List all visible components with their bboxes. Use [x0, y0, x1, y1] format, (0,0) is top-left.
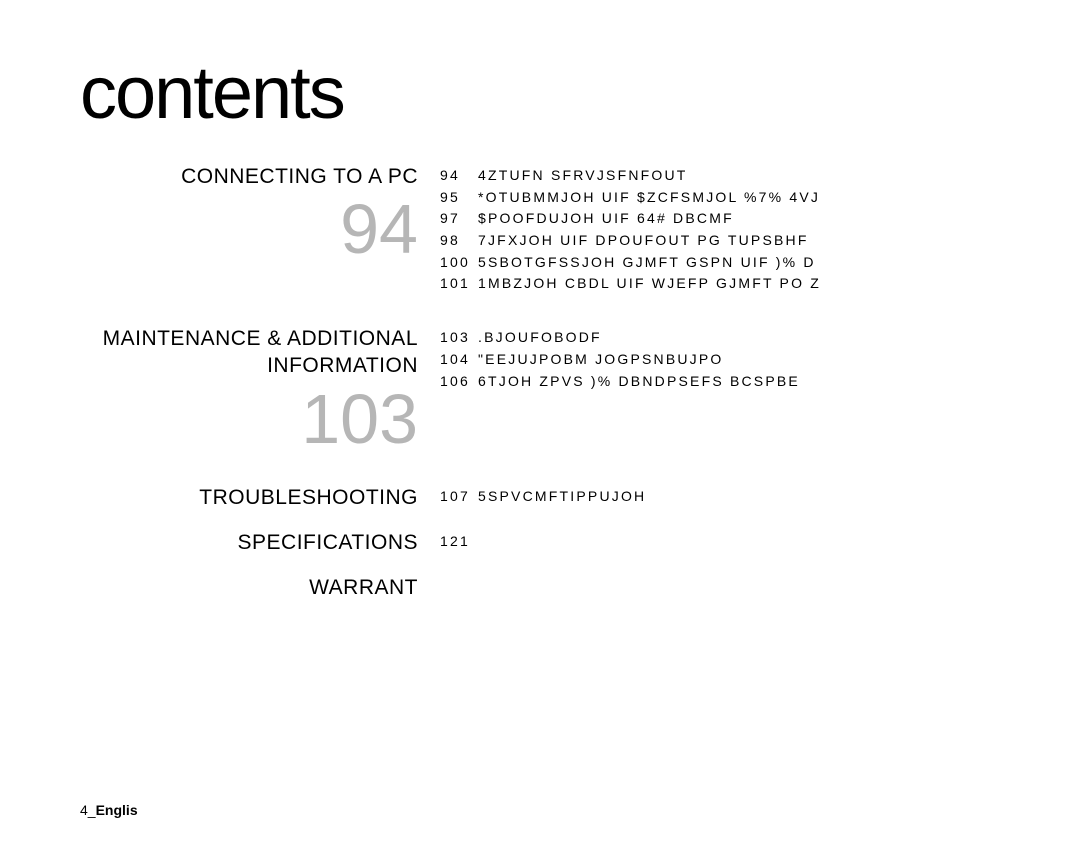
- section-entries: [440, 574, 1000, 601]
- footer: 4_Englis: [80, 802, 138, 818]
- entry-page: 121: [440, 531, 478, 553]
- toc-entry: 103.BJOUFOBODF: [440, 327, 1000, 349]
- entry-page: 107: [440, 486, 478, 508]
- section-title: WARRANT: [80, 574, 418, 601]
- page-title: contents: [80, 50, 1000, 135]
- footer-page-number: 4: [80, 802, 88, 818]
- toc-entry: 97$POOFDUJOH UIF 64# DBCMF: [440, 208, 1000, 230]
- footer-language: Englis: [96, 802, 138, 818]
- toc-entry: 95*OTUBMMJOH UIF $ZCFSMJOL %7% 4VJ: [440, 187, 1000, 209]
- section-left: MAINTENANCE & ADDITIONAL INFORMATION 103: [80, 325, 440, 454]
- toc-entry: 121: [440, 531, 1000, 553]
- section-title: MAINTENANCE & ADDITIONAL INFORMATION: [80, 325, 418, 380]
- toc-entry: 944ZTUFN SFRVJSFNFOUT: [440, 165, 1000, 187]
- entry-label: 5SPVCMFTIPPUJOH: [478, 486, 646, 508]
- section-left: WARRANT: [80, 574, 440, 601]
- section-left: CONNECTING TO A PC 94: [80, 163, 440, 295]
- entry-label: 4ZTUFN SFRVJSFNFOUT: [478, 165, 688, 187]
- section-entries: 121: [440, 529, 1000, 556]
- entry-page: 97: [440, 208, 478, 230]
- section-troubleshooting: TROUBLESHOOTING 1075SPVCMFTIPPUJOH: [80, 484, 1000, 511]
- toc-entry: 1011MBZJOH CBDL UIF WJEFP GJMFT PO Z: [440, 273, 1000, 295]
- entry-label: $POOFDUJOH UIF 64# DBCMF: [478, 208, 734, 230]
- page: contents CONNECTING TO A PC 94 944ZTUFN …: [0, 0, 1080, 602]
- section-title: TROUBLESHOOTING: [80, 484, 418, 511]
- entry-label: *OTUBMMJOH UIF $ZCFSMJOL %7% 4VJ: [478, 187, 820, 209]
- entry-page: 104: [440, 349, 478, 371]
- entry-label: 6TJOH ZPVS )% DBNDPSEFS BCSPBE: [478, 371, 800, 393]
- entry-page: 106: [440, 371, 478, 393]
- section-warrant: WARRANT: [80, 574, 1000, 601]
- toc-entry: 1075SPVCMFTIPPUJOH: [440, 486, 1000, 508]
- section-entries: 944ZTUFN SFRVJSFNFOUT 95*OTUBMMJOH UIF $…: [440, 163, 1000, 295]
- toc-entry: 1005SBOTGFSSJOH GJMFT GSPN UIF )% D: [440, 252, 1000, 274]
- toc-entry: 104"EEJUJPOBM JOGPSNBUJPO: [440, 349, 1000, 371]
- section-entries: 103.BJOUFOBODF 104"EEJUJPOBM JOGPSNBUJPO…: [440, 325, 1000, 454]
- entry-label: .BJOUFOBODF: [478, 327, 602, 349]
- toc-entry: 1066TJOH ZPVS )% DBNDPSEFS BCSPBE: [440, 371, 1000, 393]
- section-specifications: SPECIFICATIONS 121: [80, 529, 1000, 556]
- section-left: TROUBLESHOOTING: [80, 484, 440, 511]
- entry-page: 95: [440, 187, 478, 209]
- section-entries: 1075SPVCMFTIPPUJOH: [440, 484, 1000, 511]
- section-title: CONNECTING TO A PC: [80, 163, 418, 190]
- entry-label: 1MBZJOH CBDL UIF WJEFP GJMFT PO Z: [478, 273, 821, 295]
- entry-page: 101: [440, 273, 478, 295]
- section-maintenance: MAINTENANCE & ADDITIONAL INFORMATION 103…: [80, 325, 1000, 454]
- section-bignum: 94: [80, 194, 418, 264]
- section-left: SPECIFICATIONS: [80, 529, 440, 556]
- entry-page: 94: [440, 165, 478, 187]
- entry-page: 100: [440, 252, 478, 274]
- entry-page: 103: [440, 327, 478, 349]
- toc-entry: 987JFXJOH UIF DPOUFOUT PG TUPSBHF: [440, 230, 1000, 252]
- entry-page: 98: [440, 230, 478, 252]
- entry-label: 5SBOTGFSSJOH GJMFT GSPN UIF )% D: [478, 252, 816, 274]
- entry-label: "EEJUJPOBM JOGPSNBUJPO: [478, 349, 724, 371]
- section-connecting: CONNECTING TO A PC 94 944ZTUFN SFRVJSFNF…: [80, 163, 1000, 295]
- entry-label: 7JFXJOH UIF DPOUFOUT PG TUPSBHF: [478, 230, 809, 252]
- section-bignum: 103: [80, 384, 418, 454]
- section-title: SPECIFICATIONS: [80, 529, 418, 556]
